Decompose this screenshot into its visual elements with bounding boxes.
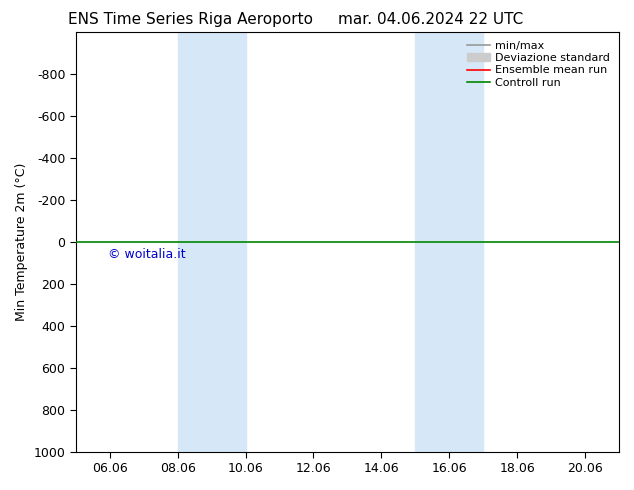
Text: © woitalia.it: © woitalia.it <box>108 248 186 261</box>
Text: ENS Time Series Riga Aeroporto: ENS Time Series Riga Aeroporto <box>68 12 313 27</box>
Bar <box>415 32 483 452</box>
Bar <box>178 32 245 452</box>
Legend: min/max, Deviazione standard, Ensemble mean run, Controll run: min/max, Deviazione standard, Ensemble m… <box>464 38 614 91</box>
Y-axis label: Min Temperature 2m (°C): Min Temperature 2m (°C) <box>15 163 28 321</box>
Text: mar. 04.06.2024 22 UTC: mar. 04.06.2024 22 UTC <box>339 12 524 27</box>
